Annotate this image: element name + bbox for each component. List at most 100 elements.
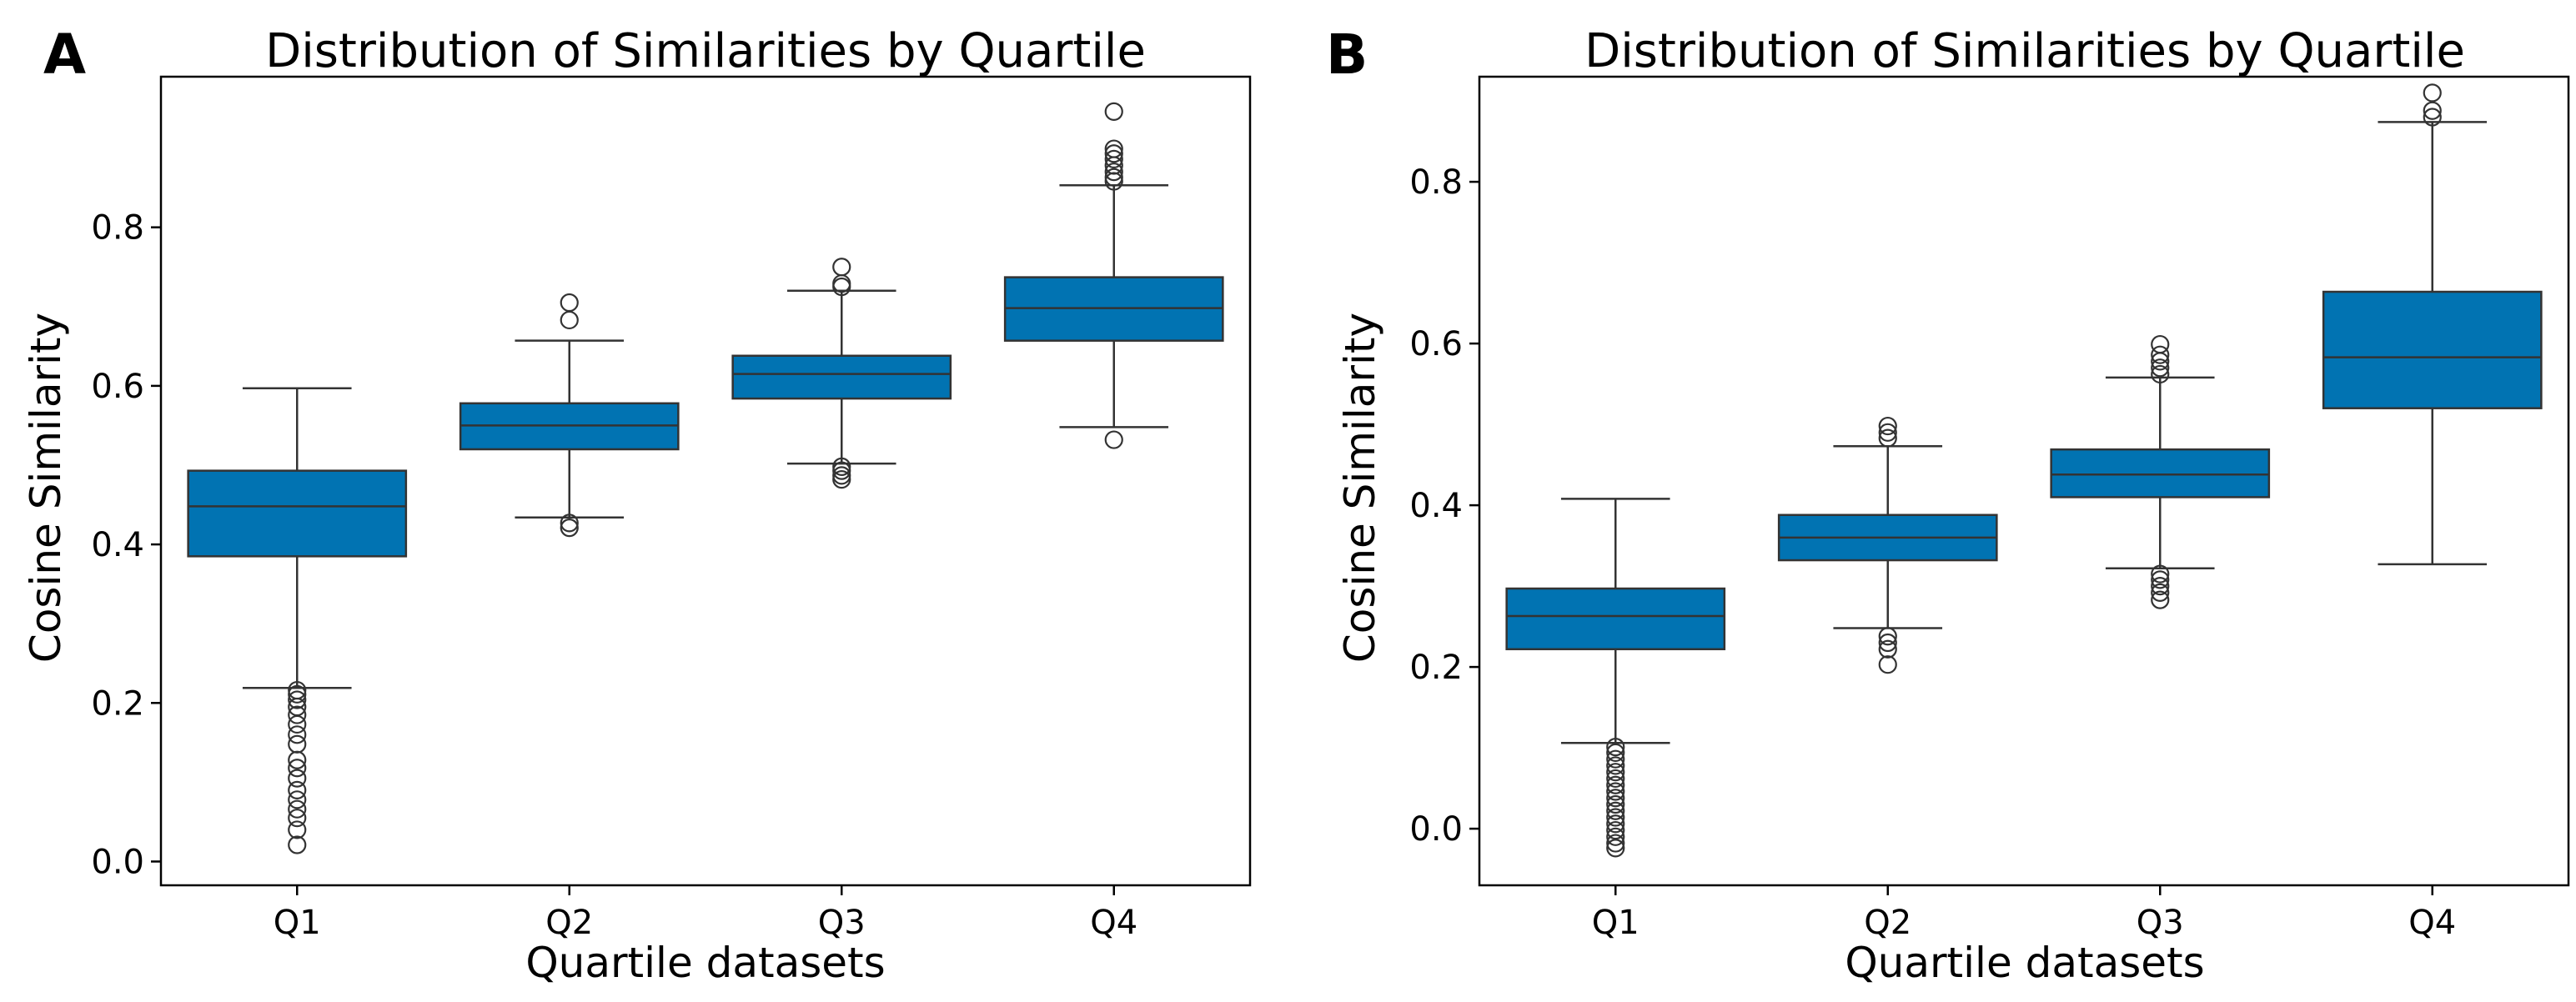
panel-b-q2-outlier <box>1878 655 1897 674</box>
panel-b-q1-outlier <box>1606 839 1625 858</box>
panel-a-q1-outlier <box>288 680 307 700</box>
panel-a-ytick-label: 0.0 <box>91 843 144 881</box>
panel-b-q3-outlier <box>2151 590 2170 609</box>
panel-b-q3-outlier <box>2151 334 2170 354</box>
panel-a-q1-outlier <box>288 809 307 828</box>
panel-b-q2-outlier <box>1878 633 1897 653</box>
panel-b-plot-area: 0.0 0.2 0.4 0.6 0.8 Q1 Q2 Q3 Q4 <box>1409 83 2543 942</box>
panel-a-q1-box <box>187 469 408 558</box>
panel-b-q1-outlier <box>1606 801 1625 820</box>
panel-b: B Distribution of Similarities by Quarti… <box>1326 23 2570 987</box>
panel-a-q1-outlier <box>288 780 307 799</box>
panel-a-ytick-label: 0.4 <box>91 526 144 564</box>
panel-b-q2-outlier <box>1878 627 1897 646</box>
panel-b-q1-outlier <box>1606 775 1625 794</box>
panel-a-q3-box <box>731 354 952 400</box>
panel-b-q4-outlier <box>2423 83 2442 103</box>
panel-b-ytick-label: 0.0 <box>1409 810 1463 849</box>
panel-a-q1-outlier <box>288 725 307 744</box>
panel-b-q4-outlier <box>2423 108 2442 127</box>
panel-b-q1-outlier <box>1606 834 1625 853</box>
panel-b-q1-outlier <box>1606 763 1625 782</box>
panel-b-q1-box <box>1505 587 1726 651</box>
panel-b-q3-outlier <box>2151 364 2170 384</box>
panel-a-q2-outlier <box>560 293 579 313</box>
panel-b-letter: B <box>1326 23 1368 87</box>
panel-b-q1-outlier <box>1606 743 1625 763</box>
panel-a-q1-outlier <box>288 705 307 724</box>
panel-b-q3-outlier <box>2151 570 2170 589</box>
panel-b-q4-xtick-label: Q4 <box>2408 904 2456 942</box>
panel-b-q4-box <box>2322 290 2543 409</box>
panel-a-letter: A <box>43 23 86 87</box>
panel-b-q2-xtick-label: Q2 <box>1864 904 1911 942</box>
panel-a-frame <box>159 75 1252 887</box>
panel-a-q1-outlier <box>288 759 307 778</box>
panel-b-q3-box <box>2050 448 2271 498</box>
panel-a-q3-outlier <box>832 258 851 277</box>
panel-b-q3-xtick-label: Q3 <box>2137 904 2184 942</box>
panel-a-q3-outlier <box>832 457 851 476</box>
panel-a: A Distribution of Similarities by Quarti… <box>22 23 1252 987</box>
panel-a-q4-outlier <box>1104 149 1123 169</box>
panel-b-ylabel: Cosine Similarity <box>1336 313 1384 663</box>
panel-a-q1-outlier <box>288 769 307 788</box>
panel-b-q2-outlier <box>1878 416 1897 436</box>
panel-a-q1-outlier <box>288 835 307 854</box>
panel-b-title: Distribution of Similarities by Quartile <box>1584 24 2465 78</box>
panel-a-title: Distribution of Similarities by Quartile <box>265 24 1146 78</box>
panel-a-q1-outlier <box>288 790 307 809</box>
panel-a-ytick-label: 0.2 <box>91 684 144 723</box>
panel-b-q3-outlier <box>2151 576 2170 596</box>
panel-b-q1-xtick-label: Q1 <box>1592 904 1640 942</box>
panel-a-ytick-label: 0.8 <box>91 209 144 248</box>
panel-a-q4-outlier <box>1104 168 1123 187</box>
panel-a-q1-outlier <box>288 714 307 734</box>
panel-a-q2-outlier <box>560 310 579 330</box>
panel-a-q1-outlier <box>288 690 307 709</box>
panel-a-q1-outlier <box>288 820 307 839</box>
panel-a-plot-area: 0.0 0.2 0.4 0.6 0.8 Q1 Q2 Q3 Q4 <box>91 102 1224 942</box>
panel-a-q2-xtick-label: Q2 <box>545 904 593 942</box>
panel-b-q1-outlier <box>1606 738 1625 757</box>
panel-a-q2-outlier <box>560 514 579 533</box>
panel-a-q2-outlier <box>560 519 579 538</box>
panel-b-q1-outlier <box>1606 756 1625 775</box>
panel-a-q4-outlier <box>1104 102 1123 121</box>
panel-b-q1-outlier <box>1606 820 1625 840</box>
panel-a-ytick-label: 0.6 <box>91 368 144 406</box>
panel-b-q1-outlier <box>1606 808 1625 827</box>
panel-a-q4-outlier <box>1104 144 1123 163</box>
panel-a-q4-xtick-label: Q4 <box>1090 904 1137 942</box>
panel-b-q1-outlier <box>1606 814 1625 834</box>
panel-b-ytick-label: 0.8 <box>1409 163 1463 202</box>
panel-b-q3-outlier <box>2151 358 2170 378</box>
panel-b-q2-outlier <box>1878 428 1897 448</box>
panel-b-xlabel: Quartile datasets <box>1845 939 2204 987</box>
panel-b-frame <box>1478 75 2570 887</box>
panel-a-q1-outlier <box>288 799 307 819</box>
panel-a-q4-outlier <box>1104 139 1123 158</box>
panel-a-q1-outlier <box>288 734 307 754</box>
panel-a-q1-xtick-label: Q1 <box>274 904 321 942</box>
panel-b-ytick-label: 0.6 <box>1409 325 1463 363</box>
panel-b-q2-outlier <box>1878 423 1897 442</box>
panel-a-ylabel: Cosine Similarity <box>22 313 70 663</box>
panel-a-q3-xtick-label: Q3 <box>818 904 866 942</box>
panel-b-q3-outlier <box>2151 345 2170 364</box>
panel-b-ytick-label: 0.4 <box>1409 487 1463 525</box>
panel-b-q2-outlier <box>1878 639 1897 659</box>
panel-b-q1-outlier <box>1606 782 1625 801</box>
panel-b-q3-outlier <box>2151 583 2170 602</box>
panel-b-q1-outlier <box>1606 749 1625 769</box>
panel-a-q4-outlier <box>1104 163 1123 182</box>
panel-b-q1-outlier <box>1606 827 1625 846</box>
panel-b-q1-outlier <box>1606 794 1625 814</box>
panel-a-xlabel: Quartile datasets <box>525 939 885 987</box>
panel-a-q3-outlier <box>832 466 851 485</box>
panel-b-q3-outlier <box>2151 564 2170 584</box>
panel-b-q4-outlier <box>2423 101 2442 120</box>
panel-b-q1-outlier <box>1606 769 1625 789</box>
panel-a-q4-outlier <box>1104 430 1123 449</box>
